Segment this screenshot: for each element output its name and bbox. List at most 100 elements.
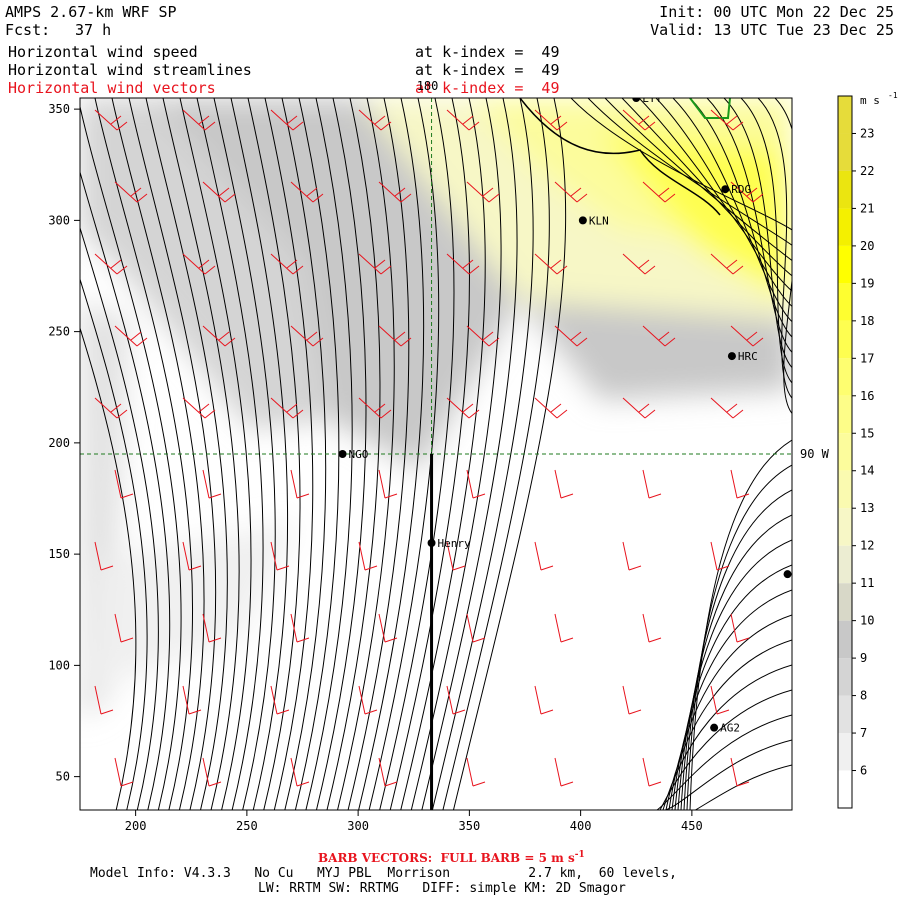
wind-barb <box>358 685 378 715</box>
station-dot <box>427 539 436 547</box>
wind-barb <box>378 469 398 499</box>
speed-region <box>600 130 792 300</box>
colorbar-tick-label: 16 <box>860 389 874 403</box>
streamline <box>179 98 252 810</box>
streamline <box>638 98 792 292</box>
wind-barb <box>710 253 744 275</box>
wind-barb <box>202 613 222 643</box>
wind-barb <box>554 181 588 203</box>
model-title: AMPS 2.67-km WRF SP <box>5 3 177 21</box>
forecast-hours: 37 h <box>75 21 112 39</box>
wind-barb <box>94 253 128 275</box>
station-label: HRC <box>738 350 758 363</box>
wind-barb <box>642 469 662 499</box>
streamline <box>665 639 792 810</box>
colorbar-cell <box>838 695 852 734</box>
colorbar-tick-label: 23 <box>860 126 874 140</box>
wind-barb <box>290 181 324 203</box>
wind-barb <box>446 541 466 571</box>
station-label: LTT <box>642 92 662 105</box>
station-dot <box>721 185 730 194</box>
wind-barb <box>554 325 588 347</box>
streamline <box>230 98 289 810</box>
x-tick-label: 300 <box>347 819 369 833</box>
streamline <box>94 98 194 810</box>
colorbar-cell <box>838 470 852 509</box>
station-label: Henry <box>438 537 471 550</box>
y-tick-label: 300 <box>48 213 70 227</box>
colorbar-cell <box>838 170 852 209</box>
y-tick-label: 250 <box>48 325 70 339</box>
wind-barb <box>270 109 304 131</box>
wind-barb <box>622 685 642 715</box>
wind-barb <box>466 181 500 203</box>
wind-barb <box>290 757 310 787</box>
colorbar-cell <box>838 320 852 359</box>
streamline <box>621 98 792 277</box>
streamline <box>80 170 171 810</box>
station-dot <box>578 216 587 225</box>
streamline <box>80 326 137 810</box>
streamline <box>680 514 792 810</box>
colorbar-tick-label: 19 <box>860 276 874 290</box>
station-label: RDG <box>731 183 751 196</box>
x-tick-label: 400 <box>570 819 592 833</box>
colorbar-cell <box>838 583 852 621</box>
station-label: KLN <box>589 214 609 227</box>
streamline <box>389 98 471 810</box>
field-name-streamlines: Horizontal wind streamlines <box>8 61 252 79</box>
wind-barb <box>730 757 750 787</box>
wind-barb <box>358 397 392 419</box>
station-label: AG2 <box>720 722 740 735</box>
field-level-streamlines: at k-index = 49 <box>415 61 560 79</box>
colorbar-cell <box>838 245 852 284</box>
streamline <box>326 98 381 810</box>
wind-barb <box>114 181 148 203</box>
forecast-label: Fcst: <box>5 21 51 39</box>
streamline <box>347 98 410 810</box>
wind-barb <box>270 253 304 275</box>
wind-barb <box>730 325 764 347</box>
wind-barb <box>710 685 730 715</box>
streamline <box>213 98 276 810</box>
wind-barb <box>378 757 398 787</box>
colorbar-tick-label: 15 <box>860 426 874 440</box>
streamline <box>337 98 395 810</box>
wind-barb <box>446 253 480 275</box>
streamline <box>662 664 792 810</box>
colorbar-tick-label: 22 <box>860 164 874 178</box>
streamline <box>421 98 518 810</box>
station-dot <box>338 450 347 458</box>
wind-barb <box>534 253 568 275</box>
colorbar-unit-exponent: -1 <box>888 91 898 100</box>
wind-barb <box>554 469 574 499</box>
wind-barb <box>114 469 134 499</box>
streamline <box>655 98 792 307</box>
field-level-vectors: at k-index = 49 <box>415 79 560 97</box>
streamline <box>659 689 792 810</box>
streamline <box>281 98 327 810</box>
speed-region <box>80 98 330 430</box>
colorbar-tick-label: 14 <box>860 464 874 478</box>
wind-barb <box>534 541 554 571</box>
y-tick-label: 100 <box>48 658 70 672</box>
wind-barb <box>730 613 750 643</box>
wind-barb <box>290 469 310 499</box>
wind-barb <box>270 685 290 715</box>
wind-barb <box>466 325 500 347</box>
x-tick-label: 250 <box>236 819 258 833</box>
wind-barb <box>534 685 554 715</box>
colorbar-tick-label: 13 <box>860 501 874 515</box>
x-tick-label: 450 <box>681 819 703 833</box>
wind-barb <box>358 109 392 131</box>
wind-barb <box>378 613 398 643</box>
colorbar-cell <box>838 433 852 471</box>
colorbar-tick-label: 20 <box>860 239 874 253</box>
y-tick-label: 150 <box>48 547 70 561</box>
wind-barb <box>290 613 310 643</box>
y-tick-label: 350 <box>48 102 70 116</box>
model-info: Model Info: V4.3.3 No Cu MYJ PBL Morriso… <box>90 866 677 881</box>
streamline <box>442 98 550 810</box>
wind-barb <box>182 397 216 419</box>
streamline <box>431 98 534 810</box>
